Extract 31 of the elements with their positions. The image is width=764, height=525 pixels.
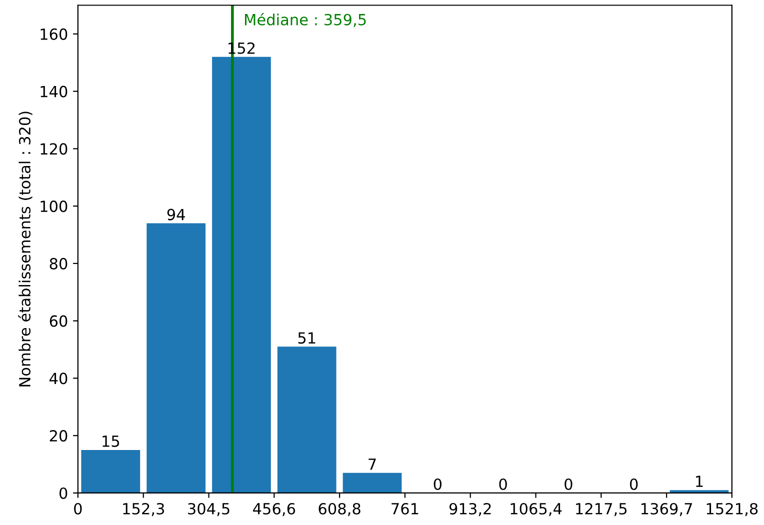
- y-tick-label: 160: [40, 28, 68, 40]
- x-tick-label: 913,2: [449, 502, 491, 516]
- data-label: 7: [368, 458, 376, 470]
- y-tick-label: 120: [40, 143, 68, 155]
- data-label: 51: [298, 332, 316, 344]
- y-tick-label: 140: [40, 86, 68, 98]
- data-label: 15: [102, 436, 120, 447]
- y-tick-label: 20: [50, 430, 68, 442]
- x-tick-label: 761: [392, 502, 418, 515]
- y-tick-label: 80: [50, 258, 68, 270]
- x-tick-label: 152,3: [123, 502, 164, 516]
- y-tick-label: 0: [59, 487, 68, 499]
- y-axis-title: Nombre établissements (total : 320): [18, 112, 32, 386]
- x-tick-label: 1217,5: [576, 502, 627, 516]
- x-tick-label: 304,5: [188, 502, 230, 516]
- y-tick-label: 60: [50, 315, 68, 327]
- x-tick-label: 1065,4: [510, 502, 562, 516]
- ref-line-label: Médiane : 359,5: [245, 12, 366, 27]
- x-tick-label: 1369,7: [641, 502, 692, 516]
- data-label: 94: [167, 208, 185, 220]
- x-tick-label: 1521,8: [706, 502, 758, 516]
- data-label: 0: [434, 478, 442, 490]
- y-tick-label: 100: [40, 200, 68, 212]
- data-label: 0: [630, 478, 638, 490]
- data-label: 1: [696, 476, 703, 487]
- x-tick-label: 0: [74, 502, 82, 515]
- data-label: 0: [499, 478, 507, 490]
- x-tick-label: 456,6: [253, 502, 296, 516]
- x-tick-label: 608,8: [318, 502, 360, 516]
- y-tick-label: 40: [50, 372, 68, 384]
- data-label: 0: [564, 478, 572, 490]
